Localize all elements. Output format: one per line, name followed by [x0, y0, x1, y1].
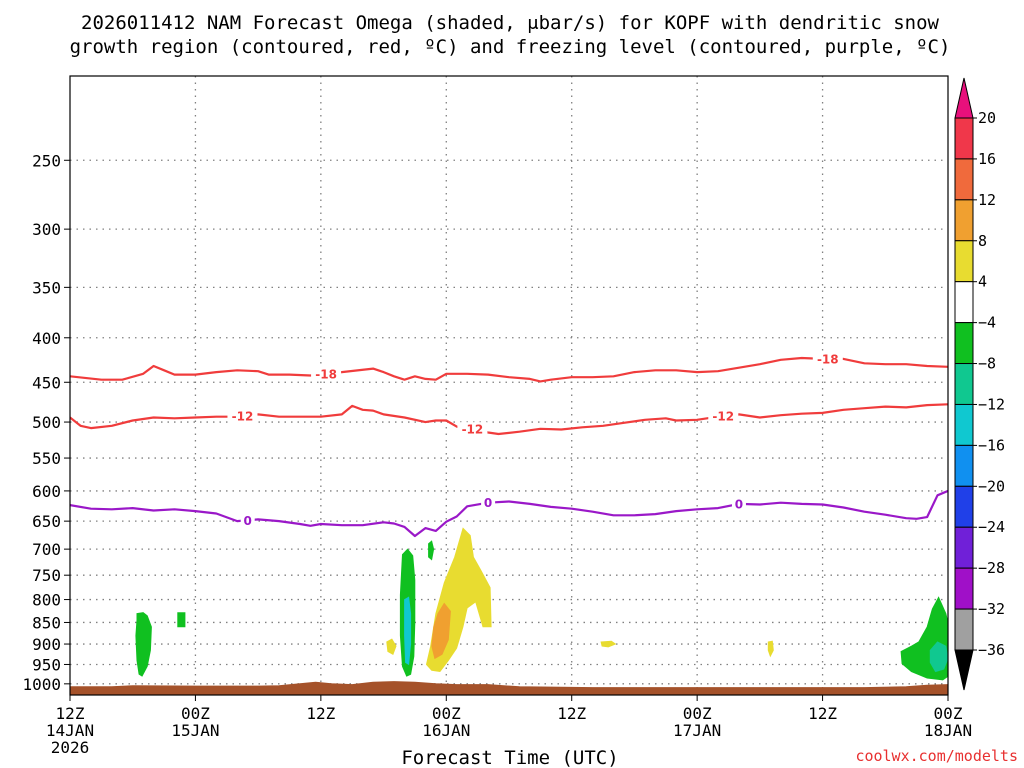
y-tick-label: 850: [32, 613, 61, 632]
contour-label-bg: [731, 496, 746, 511]
contour-label-bg: [708, 409, 739, 424]
y-tick-label: 400: [32, 329, 61, 348]
x-tick-label: 15JAN: [171, 721, 219, 740]
colorbar-label: 8: [978, 232, 987, 250]
omega-neg4-small-column: [428, 540, 435, 561]
contour-label-bg: [481, 495, 496, 510]
omega-neg4-square: [177, 612, 186, 628]
contour-label-minus-18-isotherm: -18: [817, 352, 839, 366]
contour-label-zero-isotherm-freezing-level: 0: [244, 514, 252, 528]
contour-label-minus-12-isotherm: -12: [712, 410, 734, 424]
minus-18-isotherm: [70, 356, 948, 383]
colorbar-bin: [954, 281, 974, 324]
contour-label-bg: [812, 351, 843, 366]
colorbar-bin: [954, 199, 974, 242]
colorbar-bin: [954, 403, 974, 446]
x-tick-label: 00Z: [683, 704, 712, 723]
omega-pos4-mid-spot: [600, 640, 617, 648]
y-tick-label: 700: [32, 540, 61, 559]
colorbar-bin: [954, 444, 974, 487]
y-tick-label: 950: [32, 655, 61, 674]
x-tick-label: 12Z: [557, 704, 586, 723]
colorbar-label: −32: [978, 600, 1005, 618]
colorbar-label: −8: [978, 355, 996, 373]
plot-background: [70, 76, 948, 695]
contour-label-minus-12-isotherm: -12: [232, 410, 254, 424]
omega-neg12-main-column: [404, 596, 412, 666]
x-tick-label: 00Z: [432, 704, 461, 723]
ground-layer: [70, 681, 948, 695]
x-tick-label: 12Z: [56, 704, 85, 723]
contour-label-minus-18-isotherm: -18: [315, 367, 337, 381]
y-tick-label: 250: [32, 151, 61, 170]
omega-pos8-core: [431, 602, 451, 660]
contour-label-zero-isotherm-freezing-level: 0: [484, 496, 492, 510]
colorbar-label: −16: [978, 436, 1005, 454]
colorbar-bin: [954, 526, 974, 569]
x-tick-label: 12Z: [306, 704, 335, 723]
colorbar-bin: [954, 608, 974, 651]
contour-label-bg: [311, 366, 342, 381]
colorbar-bin: [954, 485, 974, 528]
x-tick-label: 17JAN: [673, 721, 721, 740]
x-tick-label: 16JAN: [422, 721, 470, 740]
chart-title-line1: 2026011412 NAM Forecast Omega (shaded, μ…: [81, 12, 939, 34]
contour-label-bg: [240, 513, 255, 528]
y-tick-label: 900: [32, 635, 61, 654]
y-axis-pressure: 250 300 350 400 450 500 550 600 650 700 750 800 850 9…: [22, 151, 70, 694]
colorbar-label: 4: [978, 273, 987, 291]
contour-label-bg: [227, 409, 258, 424]
x-tick-label: 00Z: [934, 704, 963, 723]
colorbar-label: −28: [978, 559, 1005, 577]
colorbar-label: −36: [978, 641, 1005, 659]
contour-label-minus-12-isotherm: -12: [462, 423, 484, 437]
y-tick-label: 1000: [22, 675, 61, 694]
surface-pressure-terrain: [70, 681, 948, 695]
omega-pos4-left-spot: [386, 638, 397, 655]
x-tick-label: 00Z: [181, 704, 210, 723]
colorbar-label: 16: [978, 150, 996, 168]
omega-pos4-right-spot: [767, 640, 774, 658]
y-tick-label: 750: [32, 566, 61, 585]
contour-label-zero-isotherm-freezing-level: 0: [735, 497, 743, 511]
y-tick-label: 550: [32, 449, 61, 468]
colorbar-label: −4: [978, 314, 996, 332]
chart-title-line2: growth region (contoured, red, ºC) and f…: [70, 36, 951, 58]
omega-neg4-left-blob: [135, 612, 152, 677]
credit-text: coolwx.com/modelts: [855, 747, 1018, 765]
x-tick-label: 12Z: [808, 704, 837, 723]
colorbar: 20 16 12 8 4 −4 −8 −12 −16 −20 −24 −28 −32 −36: [954, 77, 1005, 691]
contour-labels: -18 -18 -12 -12 -12 0 0 0: [227, 351, 843, 528]
y-tick-label: 650: [32, 512, 61, 531]
omega-shading: [135, 527, 948, 681]
y-tick-label: 300: [32, 220, 61, 239]
x-axis-label: Forecast Time (UTC): [401, 747, 618, 768]
colorbar-bottom-arrow: [954, 649, 974, 691]
colorbar-bin: [954, 363, 974, 405]
colorbar-label: 12: [978, 191, 996, 209]
omega-neg8-right-blob: [929, 641, 948, 673]
x-tick-label: 2026: [51, 738, 90, 757]
y-tick-label: 800: [32, 591, 61, 610]
colorbar-label: −24: [978, 518, 1005, 536]
colorbar-bin: [954, 322, 974, 365]
y-tick-label: 350: [32, 278, 61, 297]
y-tick-label: 450: [32, 373, 61, 392]
colorbar-label: −12: [978, 395, 1005, 413]
plot-frame: [69, 75, 949, 696]
colorbar-bin: [954, 158, 974, 201]
colorbar-bin: [954, 117, 974, 160]
contour-label-bg: [457, 422, 488, 437]
colorbar-label: −20: [978, 477, 1005, 495]
colorbar-top-arrow: [954, 77, 974, 119]
y-tick-label: 500: [32, 413, 61, 432]
x-tick-label: 18JAN: [924, 721, 972, 740]
x-tick-label: 14JAN: [46, 721, 94, 740]
colorbar-bin: [954, 567, 974, 610]
colorbar-bin: [954, 240, 974, 283]
y-tick-label: 600: [32, 482, 61, 501]
colorbar-label: 20: [978, 109, 996, 127]
